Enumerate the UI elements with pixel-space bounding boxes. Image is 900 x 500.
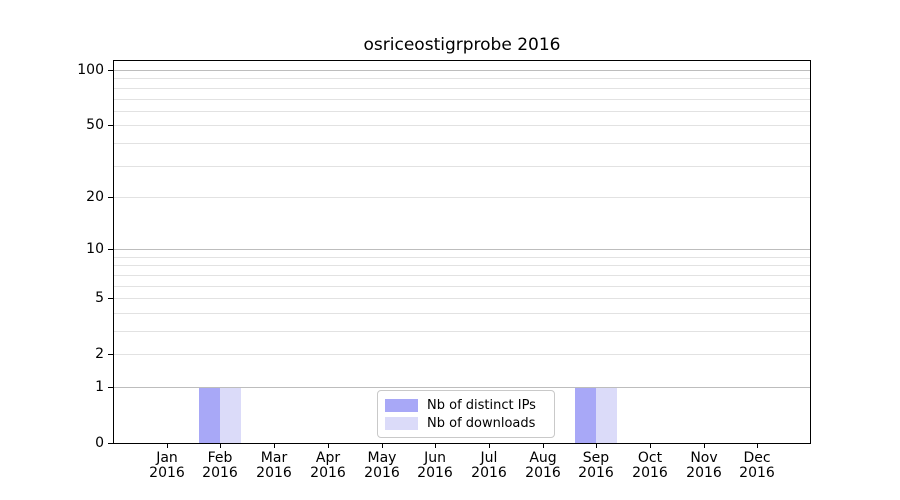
x-tick-year: 2016 <box>202 465 238 481</box>
x-tick-month: Sep <box>582 450 610 466</box>
gridline-minor <box>114 331 810 332</box>
y-tick-mark <box>108 125 113 126</box>
legend-label-downloads: Nb of downloads <box>427 415 536 431</box>
x-tick-label: Mar 2016 <box>244 451 304 481</box>
gridline-minor <box>114 313 810 314</box>
x-tick-mark <box>489 444 490 448</box>
gridline-minor <box>114 78 810 79</box>
y-tick-label: 20 <box>86 189 104 205</box>
y-tick-label: 50 <box>86 117 104 133</box>
x-tick-month: Feb <box>207 450 233 466</box>
x-tick-month: Jul <box>480 450 498 466</box>
gridline-minor <box>114 265 810 266</box>
gridline-minor <box>114 166 810 167</box>
x-tick-month: Apr <box>315 450 341 466</box>
legend-item-downloads: Nb of downloads <box>385 416 547 431</box>
y-tick-label: 2 <box>95 346 104 362</box>
gridline-minor <box>114 275 810 276</box>
y-tick-mark <box>108 387 113 388</box>
x-tick-label: Oct 2016 <box>620 451 680 481</box>
x-tick-label: Dec 2016 <box>727 451 787 481</box>
legend-swatch-downloads <box>385 416 418 430</box>
x-tick-mark <box>757 444 758 448</box>
y-tick-label: 10 <box>86 241 104 257</box>
x-tick-month: Nov <box>690 450 718 466</box>
x-tick-mark <box>543 444 544 448</box>
gridline-major <box>114 249 810 250</box>
x-tick-year: 2016 <box>739 465 775 481</box>
x-tick-month: Mar <box>260 450 288 466</box>
gridline-minor <box>114 88 810 89</box>
legend-label-distinct-ips: Nb of distinct IPs <box>427 397 536 413</box>
bar-distinct-ips <box>199 387 220 443</box>
x-tick-month: Jan <box>156 450 178 466</box>
x-tick-year: 2016 <box>632 465 668 481</box>
legend-swatch-distinct-ips <box>385 398 418 412</box>
x-tick-year: 2016 <box>686 465 722 481</box>
legend: Nb of distinct IPs Nb of downloads <box>377 390 555 438</box>
x-tick-label: Aug 2016 <box>513 451 573 481</box>
x-tick-month: Oct <box>637 450 663 466</box>
x-tick-year: 2016 <box>149 465 185 481</box>
y-tick-label: 1 <box>95 379 104 395</box>
chart-title: osriceostigrprobe 2016 <box>363 35 561 55</box>
bar-distinct-ips <box>575 387 596 443</box>
x-tick-year: 2016 <box>417 465 453 481</box>
x-tick-year: 2016 <box>471 465 507 481</box>
gridline-minor <box>114 298 810 299</box>
x-tick-year: 2016 <box>525 465 561 481</box>
y-tick-label: 5 <box>95 290 104 306</box>
x-tick-year: 2016 <box>578 465 614 481</box>
x-tick-mark <box>328 444 329 448</box>
y-tick-mark <box>108 354 113 355</box>
x-tick-label: Apr 2016 <box>298 451 358 481</box>
gridline-major <box>114 387 810 388</box>
gridline-minor <box>114 111 810 112</box>
gridline-major <box>114 70 810 71</box>
plot-area <box>113 60 811 444</box>
x-tick-month: May <box>367 450 397 466</box>
x-tick-mark <box>167 444 168 448</box>
bar-downloads <box>596 387 617 443</box>
x-tick-mark <box>704 444 705 448</box>
gridline-minor <box>114 286 810 287</box>
x-tick-label: Jun 2016 <box>405 451 465 481</box>
x-tick-year: 2016 <box>364 465 400 481</box>
x-tick-month: Jun <box>424 450 446 466</box>
x-tick-label: Nov 2016 <box>674 451 734 481</box>
x-tick-label: Feb 2016 <box>190 451 250 481</box>
y-tick-mark <box>108 197 113 198</box>
x-tick-label: May 2016 <box>352 451 412 481</box>
gridline-minor <box>114 257 810 258</box>
legend-item-distinct-ips: Nb of distinct IPs <box>385 398 547 413</box>
x-tick-month: Aug <box>529 450 557 466</box>
y-tick-label: 100 <box>77 62 104 78</box>
y-tick-mark <box>108 70 113 71</box>
x-tick-mark <box>274 444 275 448</box>
x-tick-label: Sep 2016 <box>566 451 626 481</box>
x-tick-mark <box>382 444 383 448</box>
gridline-minor <box>114 143 810 144</box>
gridline-minor <box>114 197 810 198</box>
x-tick-month: Dec <box>743 450 771 466</box>
gridline-minor <box>114 99 810 100</box>
y-tick-mark <box>108 298 113 299</box>
x-tick-mark <box>596 444 597 448</box>
x-tick-mark <box>435 444 436 448</box>
x-tick-year: 2016 <box>256 465 292 481</box>
y-tick-label: 0 <box>95 435 104 451</box>
gridline-minor <box>114 354 810 355</box>
y-tick-mark <box>108 443 113 444</box>
x-tick-mark <box>650 444 651 448</box>
x-tick-mark <box>220 444 221 448</box>
x-tick-year: 2016 <box>310 465 346 481</box>
gridline-minor <box>114 125 810 126</box>
bar-downloads <box>220 387 241 443</box>
x-tick-label: Jul 2016 <box>459 451 519 481</box>
y-tick-mark <box>108 249 113 250</box>
x-tick-label: Jan 2016 <box>137 451 197 481</box>
